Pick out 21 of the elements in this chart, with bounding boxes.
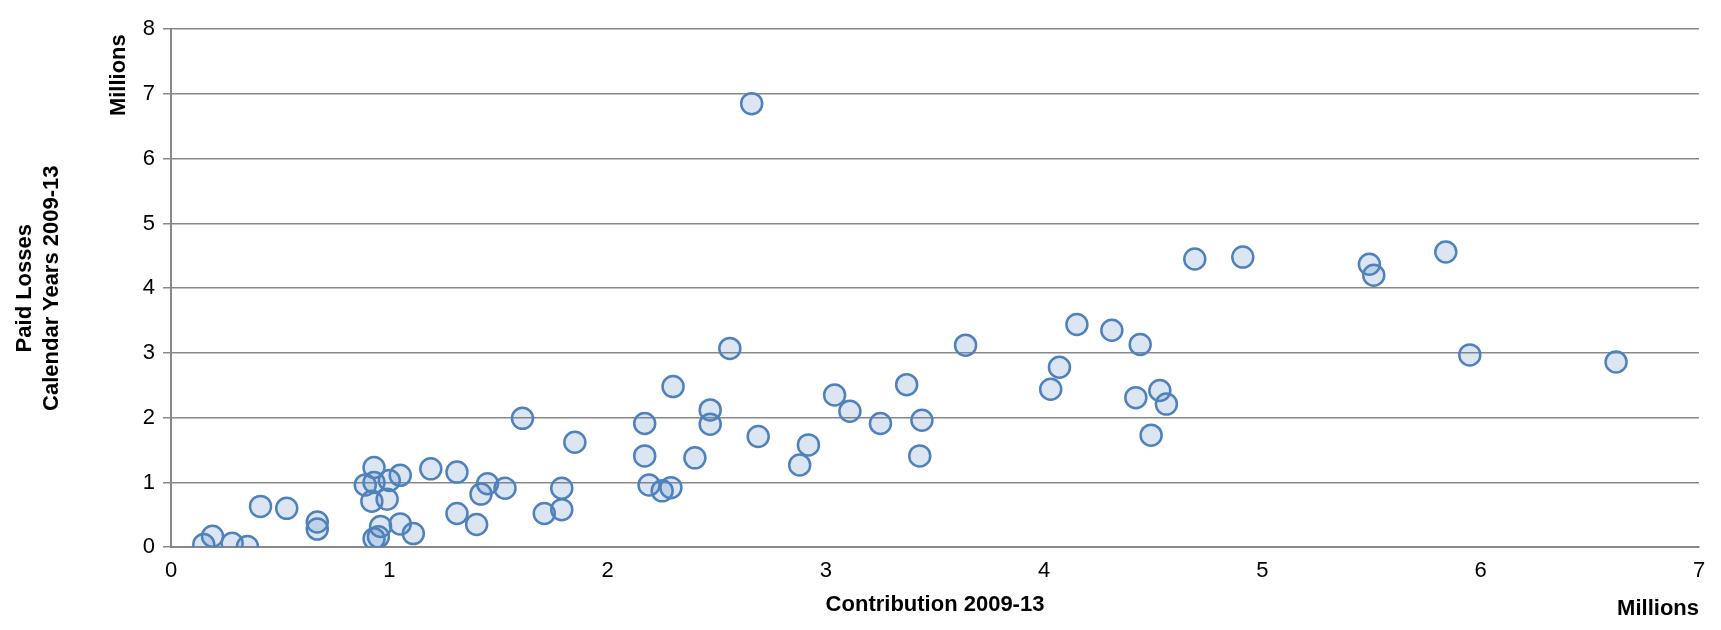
y-tick-label: 3 — [142, 339, 156, 365]
y-tick-label: 1 — [142, 468, 156, 494]
y-tick-label: 8 — [142, 15, 156, 41]
x-tick-label: 0 — [164, 557, 178, 583]
x-tick-label: 4 — [1038, 557, 1051, 583]
y-axis-title: Paid Losses Calendar Years 2009-13 — [11, 165, 63, 411]
y-tick-label: 2 — [142, 403, 156, 429]
x-tick-label: 3 — [819, 557, 832, 583]
x-axis-title: Contribution 2009-13 — [825, 590, 1045, 616]
y-tick-label: 4 — [142, 274, 156, 300]
x-tick-label: 5 — [1256, 557, 1269, 583]
x-tick-label: 6 — [1474, 557, 1487, 583]
x-tick-label: 7 — [1692, 557, 1706, 583]
x-tick-label: 1 — [383, 557, 396, 583]
text: Millions — [105, 34, 131, 117]
text: Millions — [1617, 595, 1699, 621]
y-tick-label: 0 — [142, 533, 156, 559]
y-tick-label: 7 — [142, 80, 156, 106]
y-tick-label: 5 — [142, 209, 156, 235]
x-tick-label: 2 — [601, 557, 614, 583]
y-tick-label: 6 — [142, 144, 156, 170]
